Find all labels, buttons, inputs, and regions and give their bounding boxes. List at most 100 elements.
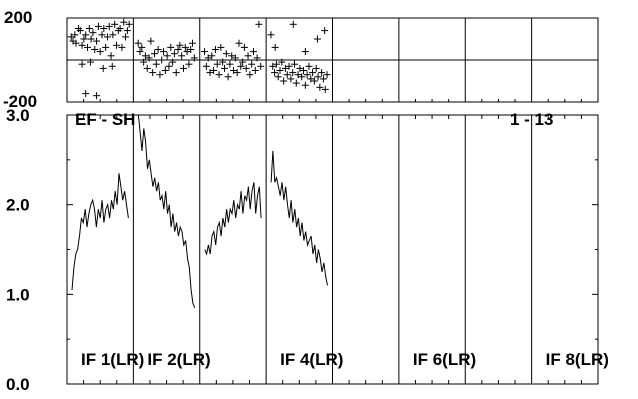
amplitude-trace	[137, 114, 196, 308]
phase-point	[215, 71, 223, 79]
phase-point	[240, 43, 248, 51]
phase-point	[160, 48, 168, 56]
amplitude-ytick-label: 3.0	[6, 106, 30, 125]
phase-point	[321, 85, 329, 93]
phase-point	[140, 58, 148, 66]
if-panel-label: IF 6(LR)	[413, 350, 476, 369]
phase-point	[91, 46, 99, 53]
baseline-range-label: 1 - 13	[510, 110, 553, 129]
phase-ytick-label: 200	[4, 8, 32, 27]
phase-point	[89, 29, 97, 37]
phase-point	[253, 54, 261, 62]
phase-point	[78, 60, 86, 68]
phase-point	[84, 43, 92, 51]
phase-point	[278, 58, 286, 66]
phase-point	[301, 48, 309, 56]
phase-point	[134, 39, 142, 47]
phase-point	[158, 56, 166, 64]
phase-point	[120, 18, 128, 26]
amplitude-ytick-label: 1.0	[6, 285, 30, 304]
phase-point	[178, 52, 186, 60]
phase-point	[276, 67, 284, 74]
phase-point	[319, 75, 327, 83]
phase-point	[154, 46, 162, 53]
amplitude-trace	[71, 173, 129, 290]
phase-point	[313, 35, 321, 43]
phase-point	[87, 58, 95, 66]
phase-point	[244, 52, 252, 60]
phase-point	[172, 69, 180, 77]
phase-point	[112, 41, 120, 49]
phase-point	[222, 50, 230, 58]
phase-point	[87, 35, 95, 43]
phase-point	[321, 27, 329, 35]
phase-point	[271, 43, 279, 51]
phase-point	[98, 31, 106, 39]
phase-point	[242, 64, 250, 72]
phase-point	[167, 43, 175, 51]
if-panel-label: IF 4(LR)	[280, 350, 343, 369]
phase-point	[183, 48, 191, 56]
phase-point	[163, 52, 171, 60]
phase-point	[109, 31, 117, 39]
phase-point	[217, 43, 225, 51]
phase-point	[281, 64, 289, 72]
phase-point	[213, 60, 221, 68]
phase-point	[228, 52, 236, 60]
phase-point	[307, 75, 315, 83]
phase-point	[125, 20, 133, 28]
phase-point	[105, 22, 113, 30]
phase-point	[107, 52, 115, 60]
phase-point	[292, 79, 300, 87]
phase-point	[305, 62, 313, 70]
phase-point	[287, 75, 295, 83]
phase-point	[211, 46, 219, 53]
phase-point	[145, 54, 153, 62]
phase-point	[94, 22, 102, 30]
phase-point	[267, 31, 275, 39]
phase-point	[274, 73, 282, 81]
phase-point	[103, 33, 111, 41]
phase-ytick-label: -200	[3, 92, 37, 111]
phase-point	[136, 48, 144, 56]
phase-point	[174, 46, 182, 53]
phase-point	[296, 64, 304, 72]
phase-point	[285, 62, 293, 70]
phase-point	[141, 52, 149, 60]
phase-point	[72, 39, 80, 47]
phase-point	[231, 54, 239, 62]
phase-point	[85, 25, 93, 32]
phase-point	[239, 58, 247, 66]
amplitude-ytick-label: 2.0	[6, 196, 30, 215]
amplitude-trace	[204, 182, 262, 256]
phase-point	[185, 60, 193, 68]
phase-point	[111, 20, 119, 28]
phase-point	[248, 60, 256, 68]
phase-point	[71, 31, 79, 39]
phase-point	[301, 81, 309, 89]
phase-point	[67, 33, 75, 41]
phase-point	[233, 69, 241, 77]
amplitude-ytick-label: 0.0	[6, 375, 30, 394]
phase-point	[255, 20, 263, 28]
phase-point	[99, 64, 107, 72]
phase-point	[179, 64, 187, 72]
amplitude-trace	[270, 150, 328, 286]
phase-point	[235, 39, 243, 47]
phase-point	[318, 69, 326, 77]
phase-point	[152, 60, 160, 68]
phase-point	[323, 71, 331, 79]
if-panel-label: IF 8(LR)	[546, 350, 609, 369]
chart-title: EF - SH	[75, 110, 135, 129]
phase-point	[143, 64, 151, 72]
if-panel-label: IF 2(LR)	[147, 350, 210, 369]
if-panel-label: IF 1(LR)	[81, 350, 144, 369]
phase-point	[310, 77, 318, 85]
phase-point	[272, 60, 280, 68]
phase-point	[116, 25, 124, 32]
phase-point	[161, 67, 169, 74]
phase-point	[201, 48, 209, 56]
phase-point	[257, 62, 265, 70]
phase-point	[246, 71, 254, 79]
